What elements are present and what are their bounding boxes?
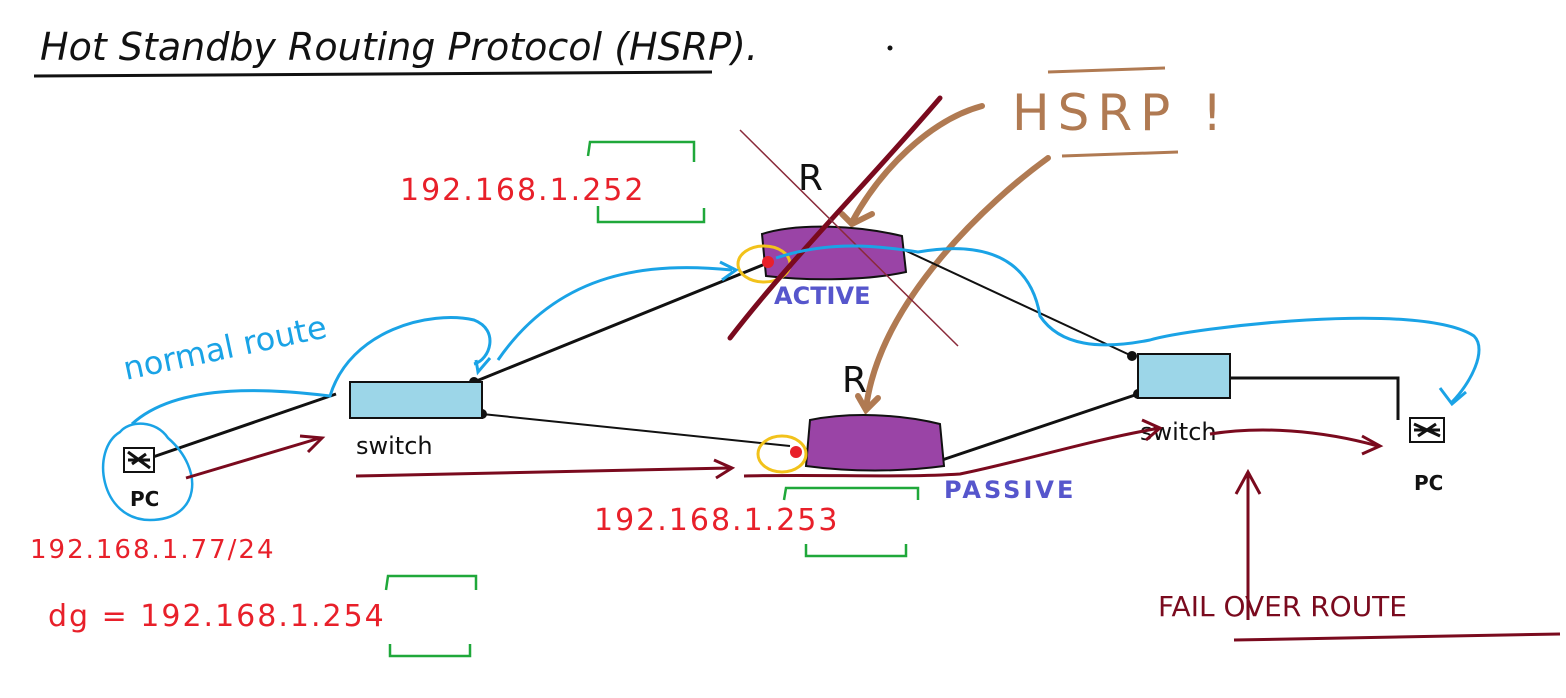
normal-route-router-pc xyxy=(775,244,1481,404)
failover-route-switch-pc xyxy=(1209,428,1379,448)
normal-route-pc-switch xyxy=(130,316,492,426)
hsrp-arrow-to-active xyxy=(849,103,985,225)
left-pc-highlight xyxy=(101,422,194,522)
title-period-dot xyxy=(887,45,893,51)
passive-ip-bracket-top xyxy=(782,486,920,501)
active-ip-bracket-top xyxy=(586,140,696,162)
failover-route-arrowhead xyxy=(713,458,736,480)
passive-interface-dot xyxy=(790,446,802,458)
right-switch xyxy=(1137,353,1231,399)
failover-pointer-arrowhead xyxy=(1234,468,1262,495)
normal-route-arrowhead xyxy=(1438,387,1467,407)
hsrp-arrowhead-passive xyxy=(855,393,881,415)
active-router xyxy=(760,225,908,281)
failover-route-router-switch xyxy=(743,426,1161,478)
right-pc-label: PC xyxy=(1414,471,1443,495)
passive-router xyxy=(804,414,946,472)
active-ip-bracket-bottom xyxy=(596,206,706,224)
link-switch-passive-router xyxy=(481,413,791,447)
left-switch-label: switch xyxy=(356,432,433,460)
hsrp-overline xyxy=(1047,66,1166,74)
normal-route-label: normal route xyxy=(120,308,330,388)
passive-router-label: R xyxy=(842,360,867,401)
active-router-ip: 192.168.1.252 xyxy=(400,173,645,208)
failover-route-switch-router xyxy=(355,466,731,478)
default-gateway: dg = 192.168.1.254 xyxy=(48,599,386,634)
failover-route-arrowhead xyxy=(1141,418,1163,442)
left-pc-label: PC xyxy=(130,487,159,511)
failover-route-pc-switch xyxy=(185,436,321,480)
normal-route-arrowhead xyxy=(474,357,492,376)
hsrp-arrowhead-active xyxy=(839,211,875,228)
normal-route-arrowhead xyxy=(719,260,739,282)
failover-route-arrowhead xyxy=(299,434,326,454)
active-router-label: R xyxy=(798,158,823,199)
title-underline xyxy=(33,70,713,78)
link-passive-router-switch-right xyxy=(941,392,1139,462)
left-pc-ip: 192.168.1.77/24 xyxy=(30,535,276,565)
passive-state-label: PASSIVE xyxy=(944,476,1076,504)
hsrp-label: HSRP ! xyxy=(1012,84,1230,142)
active-state-label: ACTIVE xyxy=(774,282,870,310)
left-switch xyxy=(349,381,483,419)
hsrp-arrow-to-passive xyxy=(863,155,1051,411)
gateway-bracket-top xyxy=(384,574,478,591)
normal-route-switch-router xyxy=(496,266,733,361)
link-pc-switch-left xyxy=(149,392,337,460)
failover-route-arrowhead xyxy=(1361,434,1384,456)
link-switch-right-pc xyxy=(1228,376,1400,420)
link-active-router-switch-right xyxy=(899,247,1133,357)
left-pc-screen xyxy=(127,450,151,470)
passive-router-ip: 192.168.1.253 xyxy=(594,503,839,538)
page-title: Hot Standby Routing Protocol (HSRP). xyxy=(40,25,758,69)
hsrp-underline xyxy=(1061,150,1179,158)
failure-cross-line xyxy=(739,129,959,347)
passive-vip-highlight xyxy=(756,434,808,474)
link-switch-active-router xyxy=(473,260,771,384)
port-dot xyxy=(1127,351,1137,361)
right-pc-screen xyxy=(1413,422,1441,438)
failover-label: FAIL OVER ROUTE xyxy=(1158,590,1407,623)
gateway-bracket-bottom xyxy=(388,644,472,658)
right-switch-label: switch xyxy=(1140,418,1217,446)
passive-ip-bracket-bottom xyxy=(804,544,908,558)
failover-underline xyxy=(1233,632,1561,642)
active-interface-dot xyxy=(762,256,774,268)
